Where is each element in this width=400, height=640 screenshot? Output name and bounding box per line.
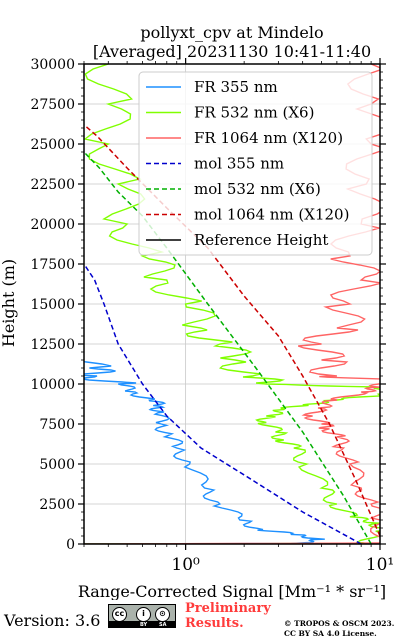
profile-chart: pollyxt_cpv at Mindelo [Averaged] 202311… [0, 23, 394, 600]
legend-box [138, 71, 373, 256]
series-line-1 [84, 352, 325, 544]
legend-label-4: mol 355 nm [194, 155, 284, 173]
y-tick-label: 10000 [30, 377, 75, 393]
series-line-5 [84, 151, 372, 544]
series-line-6 [84, 124, 380, 537]
legend-label-7: Reference Height [194, 231, 328, 249]
y-tick-label: 20000 [30, 217, 75, 233]
version-text: Version: 3.6 [4, 611, 101, 630]
sa-icon: ⊙ [155, 607, 170, 622]
license-strip: BY SA [109, 621, 175, 628]
copyright-notice: © TROPOS & OSCM 2023. CC BY SA 4.0 Licen… [284, 619, 394, 639]
preliminary-notice: Preliminary Results. [185, 601, 271, 631]
legend-label-2: FR 532 nm (X6) [194, 104, 314, 122]
legend-label-5: mol 532 nm (X6) [194, 180, 321, 198]
chart-subtitle: [Averaged] 20231130 10:41-11:40 [93, 42, 371, 61]
by-icon: i [136, 607, 151, 622]
y-tick-label: 25000 [30, 137, 75, 153]
sa-label: SA [159, 622, 167, 628]
copyright-line2: CC BY SA 4.0 License. [284, 629, 377, 638]
legend-label-1: FR 355 nm [194, 78, 278, 96]
by-label: BY [140, 622, 148, 628]
chart-title: pollyxt_cpv at Mindelo [140, 23, 323, 42]
cc-license-badge: cc i ⊙ BY SA [108, 604, 176, 628]
y-tick-label: 5000 [39, 457, 75, 473]
y-tick-label: 7500 [39, 417, 75, 433]
copyright-line1: © TROPOS & OSCM 2023. [284, 619, 395, 628]
y-axis-label: Height (m) [0, 259, 18, 347]
y-tick-label: 22500 [30, 177, 75, 193]
preliminary-line2: Results. [185, 616, 244, 631]
y-tick-label: 30000 [30, 57, 75, 73]
y-tick-label: 27500 [30, 97, 75, 113]
y-tick-label: 15000 [30, 297, 75, 313]
preliminary-line1: Preliminary [185, 601, 271, 616]
cc-icon: cc [112, 607, 127, 622]
y-tick-label: 2500 [39, 497, 75, 513]
x-tick-label: 10¹ [366, 555, 394, 575]
x-axis-label: Range-Corrected Signal [Mm⁻¹ * sr⁻¹] [78, 582, 386, 600]
y-tick-label: 12500 [30, 337, 75, 353]
legend-label-6: mol 1064 nm (X120) [194, 206, 349, 224]
legend-label-3: FR 1064 nm (X120) [194, 129, 343, 147]
x-tick-label: 10⁰ [171, 555, 200, 575]
y-tick-label: 0 [66, 537, 75, 553]
y-tick-label: 17500 [30, 257, 75, 273]
series-line-4 [84, 263, 362, 544]
